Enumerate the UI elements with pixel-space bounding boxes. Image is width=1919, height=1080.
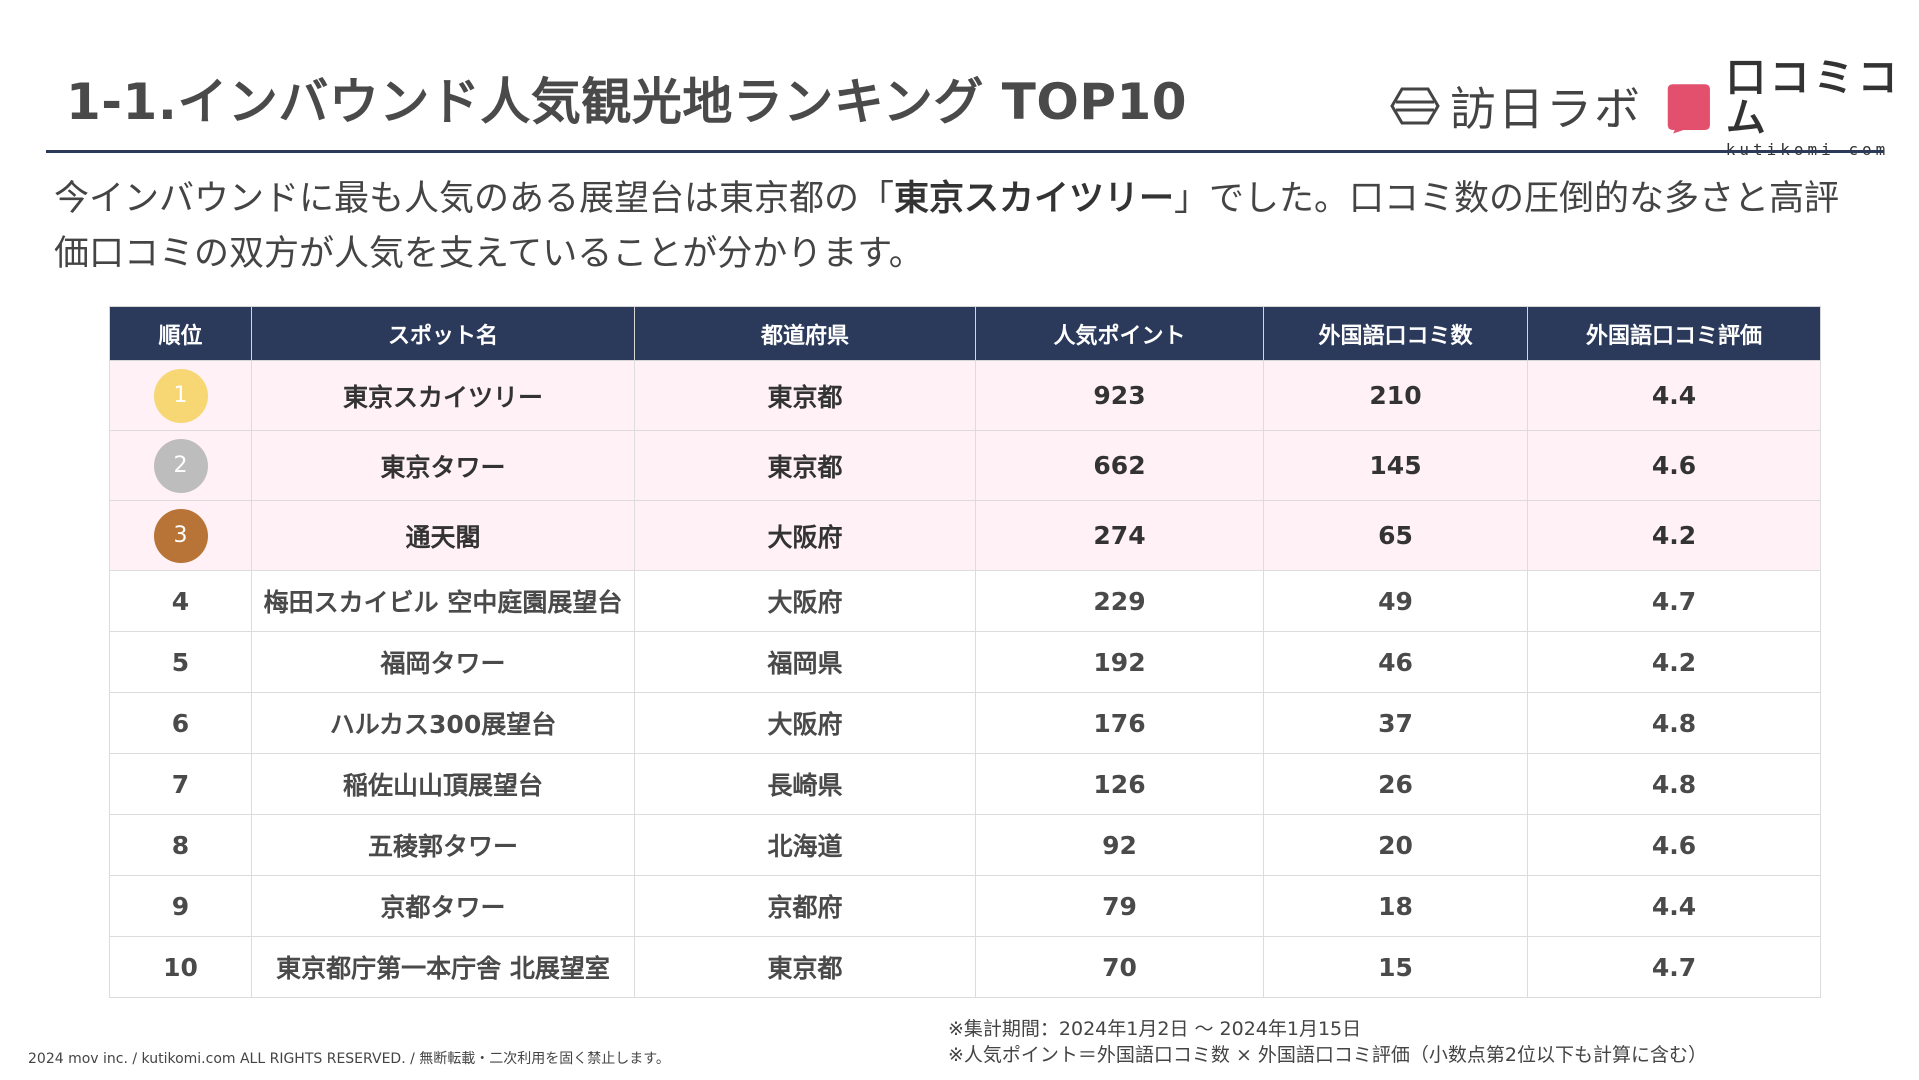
rating-cell: 4.8 bbox=[1527, 753, 1821, 815]
lead-text-after: 」でした。口コミ数の圧倒的な多さと高評価口コミの双方が人気を支えていることが分か… bbox=[54, 179, 1840, 274]
lead-highlight: 東京スカイツリー bbox=[894, 179, 1175, 219]
spot-cell: 通天閣 bbox=[251, 500, 635, 571]
points-cell: 923 bbox=[975, 360, 1264, 431]
kuchikomi-com-logo: 口コミコム kutikomi com bbox=[1666, 58, 1919, 158]
header-prefecture: 都道府県 bbox=[634, 306, 976, 361]
hexagon-logo-icon bbox=[1390, 87, 1440, 125]
rating-cell: 4.7 bbox=[1527, 936, 1821, 998]
copyright: 2024 mov inc. / kutikomi.com ALL RIGHTS … bbox=[28, 1051, 670, 1067]
spot-cell: ハルカス300展望台 bbox=[251, 692, 635, 754]
gold-medal-icon: 1 bbox=[153, 368, 208, 423]
prefecture-cell: 北海道 bbox=[634, 814, 976, 876]
prefecture-cell: 東京都 bbox=[634, 936, 976, 998]
rating-cell: 4.8 bbox=[1527, 692, 1821, 754]
prefecture-cell: 大阪府 bbox=[634, 500, 976, 571]
prefecture-cell: 長崎県 bbox=[634, 753, 976, 815]
ranking-table: 順位 スポット名 都道府県 人気ポイント 外国語口コミ数 外国語口コミ評価 1 … bbox=[109, 306, 1821, 998]
review-count-cell: 37 bbox=[1263, 692, 1528, 754]
spot-cell: 東京都庁第一本庁舎 北展望室 bbox=[251, 936, 635, 998]
speech-bubble-logo-icon bbox=[1667, 84, 1710, 134]
table-row: 4 梅田スカイビル 空中庭園展望台 大阪府 229 49 4.7 bbox=[109, 570, 1821, 632]
kuchikomi-logo-jp: 口コミコム bbox=[1725, 55, 1902, 141]
table-row: 9 京都タワー 京都府 79 18 4.4 bbox=[109, 875, 1821, 937]
table-header-row: 順位 スポット名 都道府県 人気ポイント 外国語口コミ数 外国語口コミ評価 bbox=[109, 306, 1821, 361]
rating-cell: 4.2 bbox=[1527, 500, 1821, 571]
points-cell: 662 bbox=[975, 430, 1264, 501]
houjin-labo-logo-text: 訪日ラボ bbox=[1450, 82, 1642, 136]
page-title: 1-1.インバウンド人気観光地ランキング TOP10 bbox=[66, 73, 1188, 131]
prefecture-cell: 東京都 bbox=[634, 360, 976, 431]
lead-paragraph: 今インバウンドに最も人気のある展望台は東京都の「東京スカイツリー」でした。口コミ… bbox=[54, 172, 1854, 282]
points-cell: 70 bbox=[975, 936, 1264, 998]
points-cell: 192 bbox=[975, 631, 1264, 693]
prefecture-cell: 福岡県 bbox=[634, 631, 976, 693]
points-cell: 229 bbox=[975, 570, 1264, 632]
header-rank: 順位 bbox=[109, 306, 252, 361]
header-review-count: 外国語口コミ数 bbox=[1263, 306, 1528, 361]
rank-cell: 5 bbox=[109, 631, 252, 693]
bronze-medal-icon: 3 bbox=[153, 508, 208, 563]
rating-cell: 4.6 bbox=[1527, 814, 1821, 876]
spot-cell: 東京スカイツリー bbox=[251, 360, 635, 431]
rank-cell: 6 bbox=[109, 692, 252, 754]
spot-cell: 福岡タワー bbox=[251, 631, 635, 693]
footnote-period: ※集計期間：2024年1月2日 〜 2024年1月15日 bbox=[948, 1018, 1362, 1040]
review-count-cell: 18 bbox=[1263, 875, 1528, 937]
rank-cell: 10 bbox=[109, 936, 252, 998]
header-spot: スポット名 bbox=[251, 306, 635, 361]
review-count-cell: 145 bbox=[1263, 430, 1528, 501]
points-cell: 274 bbox=[975, 500, 1264, 571]
table-row: 5 福岡タワー 福岡県 192 46 4.2 bbox=[109, 631, 1821, 693]
rating-cell: 4.4 bbox=[1527, 360, 1821, 431]
spot-cell: 五稜郭タワー bbox=[251, 814, 635, 876]
review-count-cell: 20 bbox=[1263, 814, 1528, 876]
review-count-cell: 26 bbox=[1263, 753, 1528, 815]
table-row: 10 東京都庁第一本庁舎 北展望室 東京都 70 15 4.7 bbox=[109, 936, 1821, 998]
points-cell: 126 bbox=[975, 753, 1264, 815]
houjin-labo-logo: 訪日ラボ bbox=[1390, 78, 1642, 136]
review-count-cell: 15 bbox=[1263, 936, 1528, 998]
rank-cell: 2 bbox=[109, 430, 252, 501]
rank-cell: 8 bbox=[109, 814, 252, 876]
points-cell: 92 bbox=[975, 814, 1264, 876]
table-row: 7 稲佐山山頂展望台 長崎県 126 26 4.8 bbox=[109, 753, 1821, 815]
rank-cell: 3 bbox=[109, 500, 252, 571]
table-row: 8 五稜郭タワー 北海道 92 20 4.6 bbox=[109, 814, 1821, 876]
table-row: 2 東京タワー 東京都 662 145 4.6 bbox=[109, 430, 1821, 501]
table-row: 3 通天閣 大阪府 274 65 4.2 bbox=[109, 500, 1821, 571]
review-count-cell: 65 bbox=[1263, 500, 1528, 571]
prefecture-cell: 東京都 bbox=[634, 430, 976, 501]
prefecture-cell: 京都府 bbox=[634, 875, 976, 937]
points-cell: 176 bbox=[975, 692, 1264, 754]
spot-cell: 梅田スカイビル 空中庭園展望台 bbox=[251, 570, 635, 632]
spot-cell: 東京タワー bbox=[251, 430, 635, 501]
rank-cell: 4 bbox=[109, 570, 252, 632]
review-count-cell: 210 bbox=[1263, 360, 1528, 431]
rating-cell: 4.6 bbox=[1527, 430, 1821, 501]
points-cell: 79 bbox=[975, 875, 1264, 937]
silver-medal-icon: 2 bbox=[153, 438, 208, 493]
spot-cell: 京都タワー bbox=[251, 875, 635, 937]
rating-cell: 4.4 bbox=[1527, 875, 1821, 937]
rank-cell: 1 bbox=[109, 360, 252, 431]
kuchikomi-logo-en: kutikomi com bbox=[1726, 142, 1919, 158]
review-count-cell: 49 bbox=[1263, 570, 1528, 632]
footnote-formula: ※人気ポイント＝外国語口コミ数 × 外国語口コミ評価（小数点第2位以下も計算に含… bbox=[948, 1044, 1708, 1066]
review-count-cell: 46 bbox=[1263, 631, 1528, 693]
rating-cell: 4.2 bbox=[1527, 631, 1821, 693]
header-review-rating: 外国語口コミ評価 bbox=[1527, 306, 1821, 361]
prefecture-cell: 大阪府 bbox=[634, 692, 976, 754]
header-points: 人気ポイント bbox=[975, 306, 1264, 361]
title-divider bbox=[46, 150, 1884, 153]
rank-cell: 9 bbox=[109, 875, 252, 937]
table-row: 1 東京スカイツリー 東京都 923 210 4.4 bbox=[109, 360, 1821, 431]
prefecture-cell: 大阪府 bbox=[634, 570, 976, 632]
rating-cell: 4.7 bbox=[1527, 570, 1821, 632]
lead-text-before: 今インバウンドに最も人気のある展望台は東京都の「 bbox=[54, 179, 895, 219]
table-row: 6 ハルカス300展望台 大阪府 176 37 4.8 bbox=[109, 692, 1821, 754]
rank-cell: 7 bbox=[109, 753, 252, 815]
spot-cell: 稲佐山山頂展望台 bbox=[251, 753, 635, 815]
footnotes: ※集計期間：2024年1月2日 〜 2024年1月15日 ※人気ポイント＝外国語… bbox=[948, 1016, 1707, 1068]
